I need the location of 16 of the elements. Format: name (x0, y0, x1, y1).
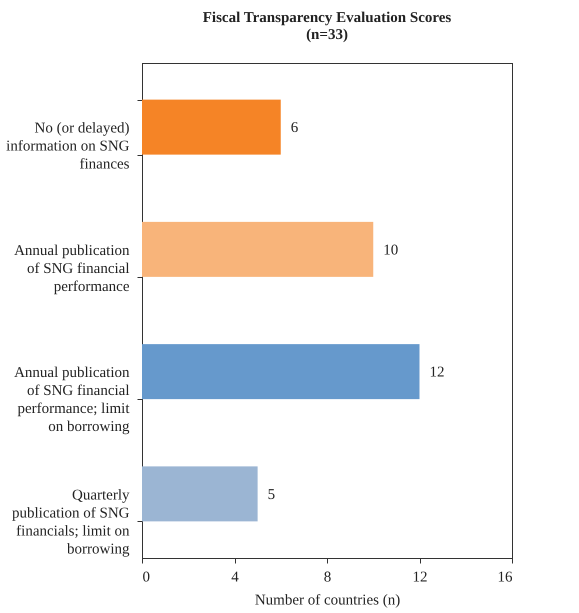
y-tick-label: No (or delayed) information on SNG finances (6, 120, 130, 173)
x-tick-label: 8 (324, 570, 332, 586)
data-label: 10 (383, 242, 398, 258)
chart-title: Fiscal Transparency Evaluation Scores (202, 10, 452, 26)
chart-subtitle: (n=33) (306, 27, 348, 43)
x-tick-label: 0 (142, 570, 150, 586)
y-tick-label: Annual publication of SNG financial performance; limit on borrowing (14, 365, 130, 436)
data-label: 12 (430, 364, 444, 381)
data-label: 5 (268, 486, 276, 503)
x-tick-label: 16 (498, 570, 513, 586)
y-tick-label: Annual publication of SNG financial performance (14, 242, 130, 295)
x-tick-label: 12 (412, 570, 428, 586)
x-axis-title: Number of countries (n) (254, 592, 400, 608)
x-tick-label: 4 (231, 570, 240, 586)
data-label: 6 (290, 120, 299, 136)
y-tick-label: Quarterly publication of SNG financials; limit on borrowing (12, 487, 130, 558)
